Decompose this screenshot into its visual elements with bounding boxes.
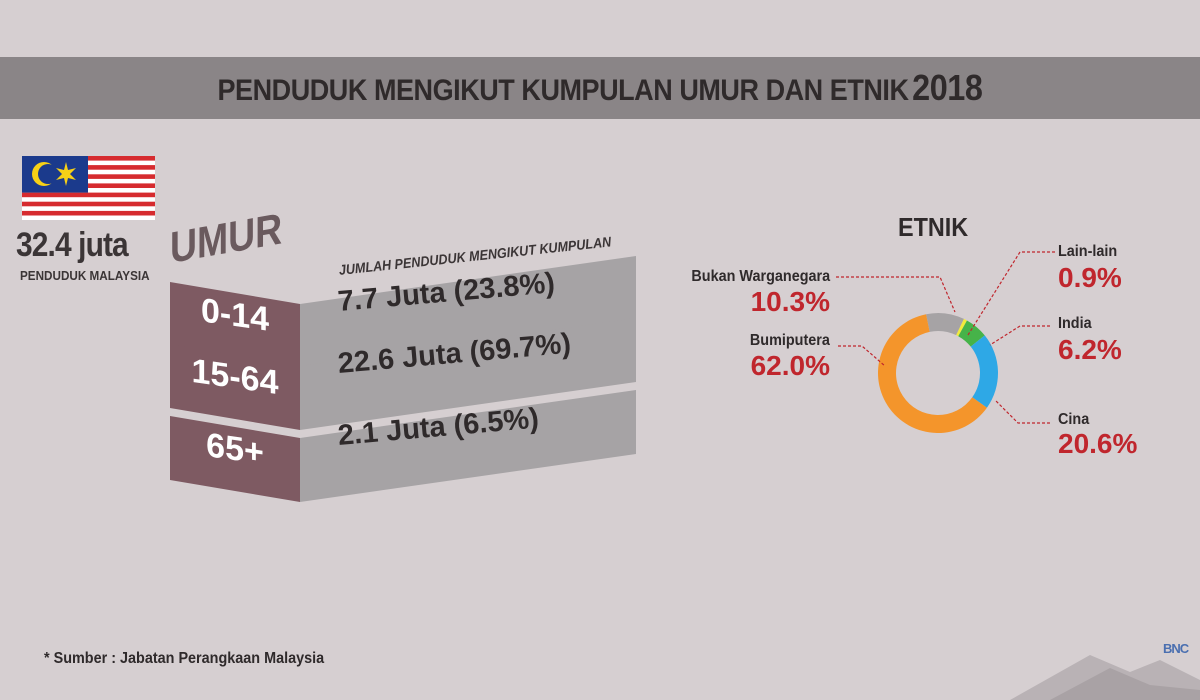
logo-icon: BNC [1163, 641, 1189, 656]
ethnic-label-bukan-warganegara: Bukan Warganegara [691, 268, 830, 285]
ethnic-section-title: ETNIK [898, 212, 969, 242]
age-value-bar [300, 390, 636, 502]
ethnic-label-cina: Cina [1058, 411, 1090, 428]
leader-line [967, 251, 1055, 336]
donut-slice-india [958, 320, 985, 347]
age-group-box [170, 344, 300, 430]
ethnic-value-lain-lain: 0.9% [1058, 262, 1122, 293]
title-year: 2018 [912, 67, 983, 108]
donut-slice-lain-lain [956, 318, 967, 337]
ethnic-label-india: India [1058, 315, 1092, 332]
leader-line [989, 325, 1050, 346]
donut-slice-bukan-warganegara [926, 313, 964, 336]
age-group-box [170, 282, 300, 370]
ethnic-label-lain-lain: Lain-lain [1058, 243, 1118, 260]
age-group-box [170, 416, 300, 502]
donut-slice-cina [970, 335, 999, 408]
age-value-bar [300, 256, 636, 370]
donut-slice-bumiputera [878, 314, 987, 434]
malaysia-flag-icon [22, 156, 155, 220]
age-value-bar [300, 318, 636, 430]
title-main: PENDUDUK MENGIKUT KUMPULAN UMUR DAN ETNI… [217, 74, 909, 107]
population-total: 32.4 juta [16, 226, 129, 264]
leader-line [994, 399, 1050, 424]
ethnic-value-cina: 20.6% [1058, 428, 1138, 459]
population-label: PENDUDUK MALAYSIA [20, 268, 150, 283]
title-band: PENDUDUK MENGIKUT KUMPULAN UMUR DAN ETNI… [0, 57, 1200, 119]
leader-line [838, 345, 886, 367]
page-title: PENDUDUK MENGIKUT KUMPULAN UMUR DAN ETNI… [218, 67, 983, 109]
ethnic-label-bumiputera: Bumiputera [749, 332, 830, 349]
ethnic-value-india: 6.2% [1058, 334, 1122, 365]
source-note: * Sumber : Jabatan Perangkaan Malaysia [44, 650, 325, 667]
ethnic-value-bukan-warganegara: 10.3% [750, 286, 830, 317]
ethnic-value-bumiputera: 62.0% [750, 350, 830, 381]
